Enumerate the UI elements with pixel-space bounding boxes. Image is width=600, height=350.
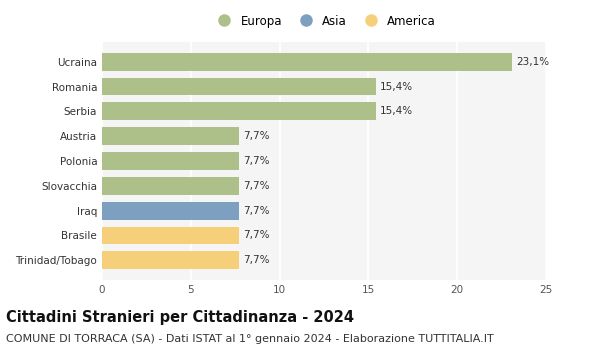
Text: 7,7%: 7,7% <box>243 255 269 265</box>
Text: 7,7%: 7,7% <box>243 131 269 141</box>
Bar <box>102 202 239 219</box>
Text: COMUNE DI TORRACA (SA) - Dati ISTAT al 1° gennaio 2024 - Elaborazione TUTTITALIA: COMUNE DI TORRACA (SA) - Dati ISTAT al 1… <box>6 334 494 344</box>
Text: 7,7%: 7,7% <box>243 205 269 216</box>
Text: 23,1%: 23,1% <box>517 57 550 67</box>
Bar <box>102 103 376 120</box>
Text: 15,4%: 15,4% <box>380 82 413 92</box>
Legend: Europa, Asia, America: Europa, Asia, America <box>208 10 440 32</box>
Bar <box>102 78 376 96</box>
Bar <box>102 127 239 145</box>
Bar <box>102 177 239 195</box>
Bar <box>102 251 239 269</box>
Text: Cittadini Stranieri per Cittadinanza - 2024: Cittadini Stranieri per Cittadinanza - 2… <box>6 310 354 325</box>
Text: 7,7%: 7,7% <box>243 230 269 240</box>
Bar <box>102 53 512 71</box>
Bar <box>102 226 239 244</box>
Bar <box>102 152 239 170</box>
Text: 7,7%: 7,7% <box>243 181 269 191</box>
Text: 7,7%: 7,7% <box>243 156 269 166</box>
Text: 15,4%: 15,4% <box>380 106 413 117</box>
